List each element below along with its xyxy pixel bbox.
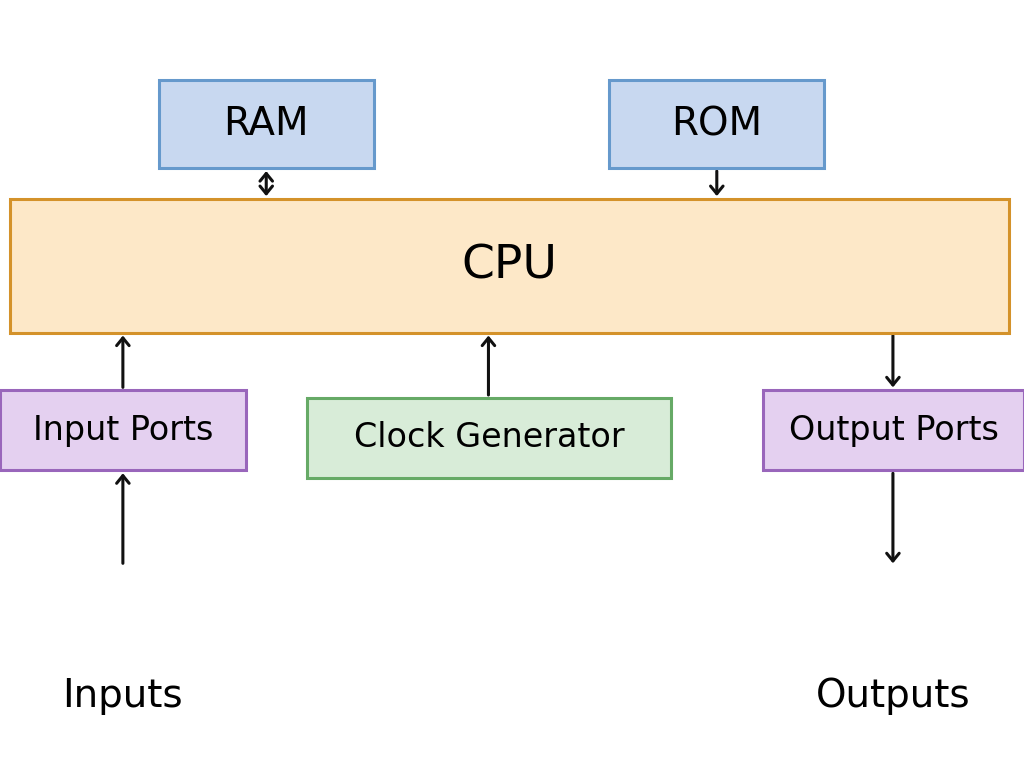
FancyBboxPatch shape	[307, 398, 671, 478]
Text: CPU: CPU	[462, 243, 557, 288]
FancyBboxPatch shape	[159, 80, 374, 168]
FancyBboxPatch shape	[10, 199, 1009, 333]
Text: Outputs: Outputs	[815, 677, 971, 715]
Text: Input Ports: Input Ports	[33, 414, 213, 447]
Text: ROM: ROM	[672, 106, 762, 143]
FancyBboxPatch shape	[0, 390, 246, 470]
Text: Output Ports: Output Ports	[788, 414, 998, 447]
FancyBboxPatch shape	[609, 80, 824, 168]
Text: Inputs: Inputs	[62, 677, 183, 715]
Text: Clock Generator: Clock Generator	[353, 422, 625, 454]
FancyBboxPatch shape	[763, 390, 1024, 470]
Text: RAM: RAM	[223, 106, 309, 143]
